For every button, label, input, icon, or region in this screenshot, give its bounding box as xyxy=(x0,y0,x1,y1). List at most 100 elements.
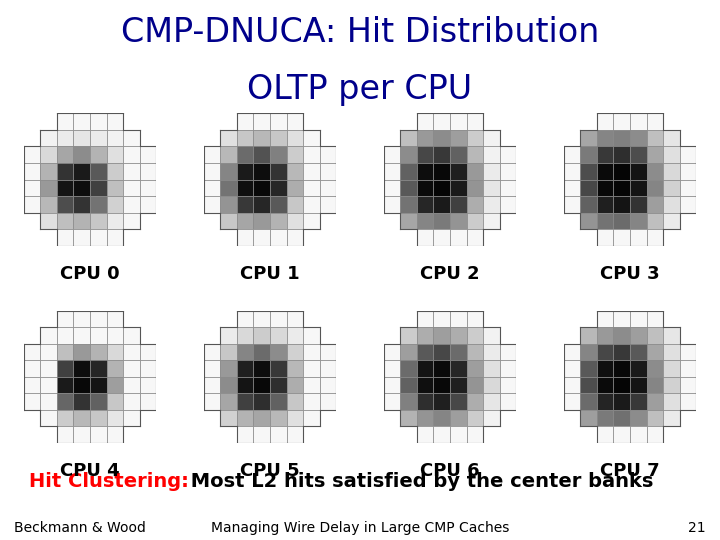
Bar xyxy=(287,179,303,196)
Bar xyxy=(107,377,123,393)
Bar xyxy=(73,196,90,213)
Text: 21: 21 xyxy=(688,521,706,535)
Bar xyxy=(253,393,270,410)
Bar xyxy=(237,229,253,246)
Bar xyxy=(57,179,73,196)
Bar xyxy=(417,393,433,410)
Bar xyxy=(303,377,320,393)
Bar xyxy=(450,310,467,327)
Bar xyxy=(467,213,483,229)
Bar xyxy=(40,343,57,360)
Bar xyxy=(384,163,400,179)
Bar xyxy=(237,360,253,377)
Bar xyxy=(253,360,270,377)
Bar xyxy=(57,310,73,327)
Bar xyxy=(270,393,287,410)
Text: CPU 2: CPU 2 xyxy=(420,265,480,282)
Bar xyxy=(450,229,467,246)
Bar xyxy=(237,377,253,393)
Bar xyxy=(320,146,336,163)
Bar xyxy=(613,130,630,146)
Bar xyxy=(630,360,647,377)
Bar xyxy=(580,393,597,410)
Bar xyxy=(613,229,630,246)
Bar xyxy=(467,343,483,360)
Bar xyxy=(140,360,156,377)
Bar xyxy=(647,196,663,213)
Text: CMP-DNUCA: Hit Distribution: CMP-DNUCA: Hit Distribution xyxy=(121,16,599,49)
Bar xyxy=(140,179,156,196)
Bar xyxy=(450,377,467,393)
Bar xyxy=(253,343,270,360)
Bar xyxy=(647,426,663,443)
Bar xyxy=(24,179,40,196)
Bar xyxy=(57,360,73,377)
Bar xyxy=(123,343,140,360)
Bar xyxy=(237,163,253,179)
Bar xyxy=(237,343,253,360)
Bar xyxy=(613,113,630,130)
Bar xyxy=(384,179,400,196)
Bar xyxy=(24,146,40,163)
Bar xyxy=(40,196,57,213)
Bar xyxy=(613,213,630,229)
Bar xyxy=(40,163,57,179)
Bar xyxy=(237,196,253,213)
Bar xyxy=(237,213,253,229)
Bar xyxy=(467,393,483,410)
Bar xyxy=(303,410,320,426)
Bar xyxy=(630,163,647,179)
Bar xyxy=(123,146,140,163)
Bar xyxy=(483,130,500,146)
Text: Hit Clustering:: Hit Clustering: xyxy=(29,472,189,491)
Bar xyxy=(483,146,500,163)
Bar xyxy=(40,393,57,410)
Bar xyxy=(90,426,107,443)
Bar xyxy=(500,146,516,163)
Bar xyxy=(417,179,433,196)
Bar xyxy=(663,393,680,410)
Bar xyxy=(630,426,647,443)
Bar xyxy=(320,163,336,179)
Bar xyxy=(467,310,483,327)
Bar xyxy=(500,196,516,213)
Bar xyxy=(630,196,647,213)
Bar xyxy=(204,360,220,377)
Text: CPU 1: CPU 1 xyxy=(240,265,300,282)
Bar xyxy=(303,393,320,410)
Bar xyxy=(483,410,500,426)
Bar xyxy=(647,410,663,426)
Bar xyxy=(400,130,417,146)
Bar xyxy=(287,410,303,426)
Bar xyxy=(647,146,663,163)
Bar xyxy=(253,229,270,246)
Bar xyxy=(253,163,270,179)
Bar xyxy=(433,229,450,246)
Bar xyxy=(417,229,433,246)
Bar xyxy=(107,196,123,213)
Bar xyxy=(204,343,220,360)
Bar xyxy=(303,343,320,360)
Bar xyxy=(647,213,663,229)
Bar xyxy=(597,213,613,229)
Bar xyxy=(613,343,630,360)
Bar xyxy=(613,179,630,196)
Bar xyxy=(663,327,680,343)
Bar xyxy=(237,410,253,426)
Bar xyxy=(663,377,680,393)
Bar xyxy=(564,393,580,410)
Bar xyxy=(680,146,696,163)
Bar xyxy=(613,393,630,410)
Bar xyxy=(384,343,400,360)
Bar xyxy=(384,377,400,393)
Bar xyxy=(40,130,57,146)
Bar xyxy=(237,310,253,327)
Bar xyxy=(597,410,613,426)
Bar xyxy=(40,327,57,343)
Bar xyxy=(597,327,613,343)
Bar xyxy=(417,343,433,360)
Bar xyxy=(24,377,40,393)
Bar xyxy=(450,343,467,360)
Bar xyxy=(57,327,73,343)
Bar xyxy=(467,146,483,163)
